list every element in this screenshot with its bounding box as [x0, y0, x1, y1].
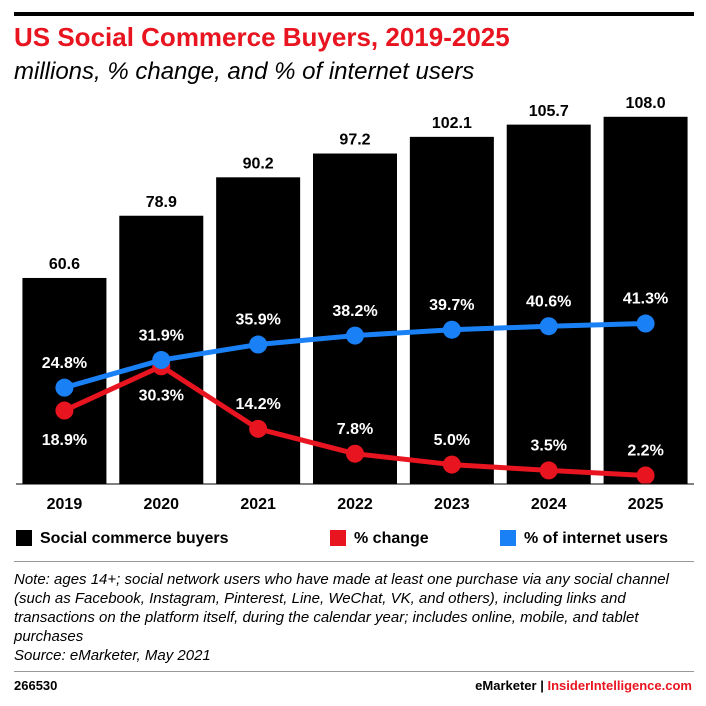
x-tick-label: 2019 — [47, 496, 83, 513]
point — [55, 401, 74, 420]
legend-swatch — [330, 530, 346, 546]
bar-label: 105.7 — [529, 103, 569, 120]
chart: 60.6 78.9 90.2 97.2 102.1 105.7 108.0 18.9% 30.3… — [16, 95, 694, 547]
legend-label: % of internet users — [524, 530, 668, 547]
point — [636, 466, 655, 485]
x-tick-label: 2022 — [337, 496, 373, 513]
legend-label: Social commerce buyers — [40, 530, 229, 547]
point — [152, 351, 171, 370]
legend-swatch — [16, 530, 32, 546]
point — [346, 444, 364, 463]
brand: eMarketer | InsiderIntelligence.com — [475, 678, 692, 693]
point — [346, 326, 364, 345]
chart-subtitle: millions, % change, and % of internet us… — [14, 58, 475, 85]
x-tick-label: 2020 — [143, 496, 179, 513]
bar — [313, 153, 397, 484]
x-tick-label: 2023 — [434, 496, 470, 513]
point-label: 18.9% — [42, 432, 87, 449]
point — [539, 317, 558, 336]
brand-site: InsiderIntelligence.com — [547, 678, 693, 693]
x-tick-label: 2025 — [628, 496, 664, 513]
bar — [506, 124, 591, 485]
point-label: 7.8% — [337, 421, 373, 438]
point-label: 2.2% — [627, 443, 663, 460]
point-label: 40.6% — [526, 293, 571, 310]
point-label: 41.3% — [623, 291, 668, 308]
bar-label: 60.6 — [49, 256, 80, 273]
rule — [14, 671, 694, 672]
point-label: 38.2% — [332, 303, 377, 320]
point-label: 3.5% — [530, 438, 566, 455]
legend-swatch — [500, 530, 516, 546]
chart-title: US Social Commerce Buyers, 2019-2025 — [14, 22, 510, 52]
bar-label: 78.9 — [146, 194, 177, 211]
bar — [409, 136, 494, 485]
separator: | — [540, 678, 544, 693]
point — [442, 455, 461, 474]
source: Source: eMarketer, May 2021 — [14, 647, 211, 664]
chart-id: 266530 — [14, 678, 58, 693]
point-label: 31.9% — [139, 327, 184, 344]
legend-label: % change — [354, 530, 429, 547]
point — [636, 314, 655, 333]
point — [539, 461, 558, 480]
rule — [14, 561, 694, 562]
bar-label: 97.2 — [339, 132, 370, 149]
point-label: 5.0% — [434, 432, 470, 449]
bar — [603, 116, 688, 485]
point-label: 35.9% — [235, 312, 280, 329]
bar-label: 90.2 — [243, 156, 274, 173]
bar-label: 108.0 — [626, 95, 666, 112]
note: Note: ages 14+; social network users who… — [14, 570, 694, 665]
point — [55, 378, 74, 397]
point-label: 14.2% — [235, 396, 280, 413]
note-text: Note: ages 14+; social network users who… — [14, 571, 669, 645]
x-tick-label: 2024 — [531, 496, 567, 513]
x-tick-label: 2021 — [240, 496, 276, 513]
point — [442, 320, 461, 339]
bar-label: 102.1 — [432, 115, 472, 132]
point-label: 24.8% — [42, 355, 87, 372]
point-label: 39.7% — [429, 297, 474, 314]
point-label: 30.3% — [139, 387, 184, 404]
top-rule — [14, 12, 694, 16]
point — [249, 335, 268, 354]
point — [249, 419, 268, 438]
bar — [119, 215, 204, 485]
brand-name: eMarketer — [475, 678, 537, 693]
